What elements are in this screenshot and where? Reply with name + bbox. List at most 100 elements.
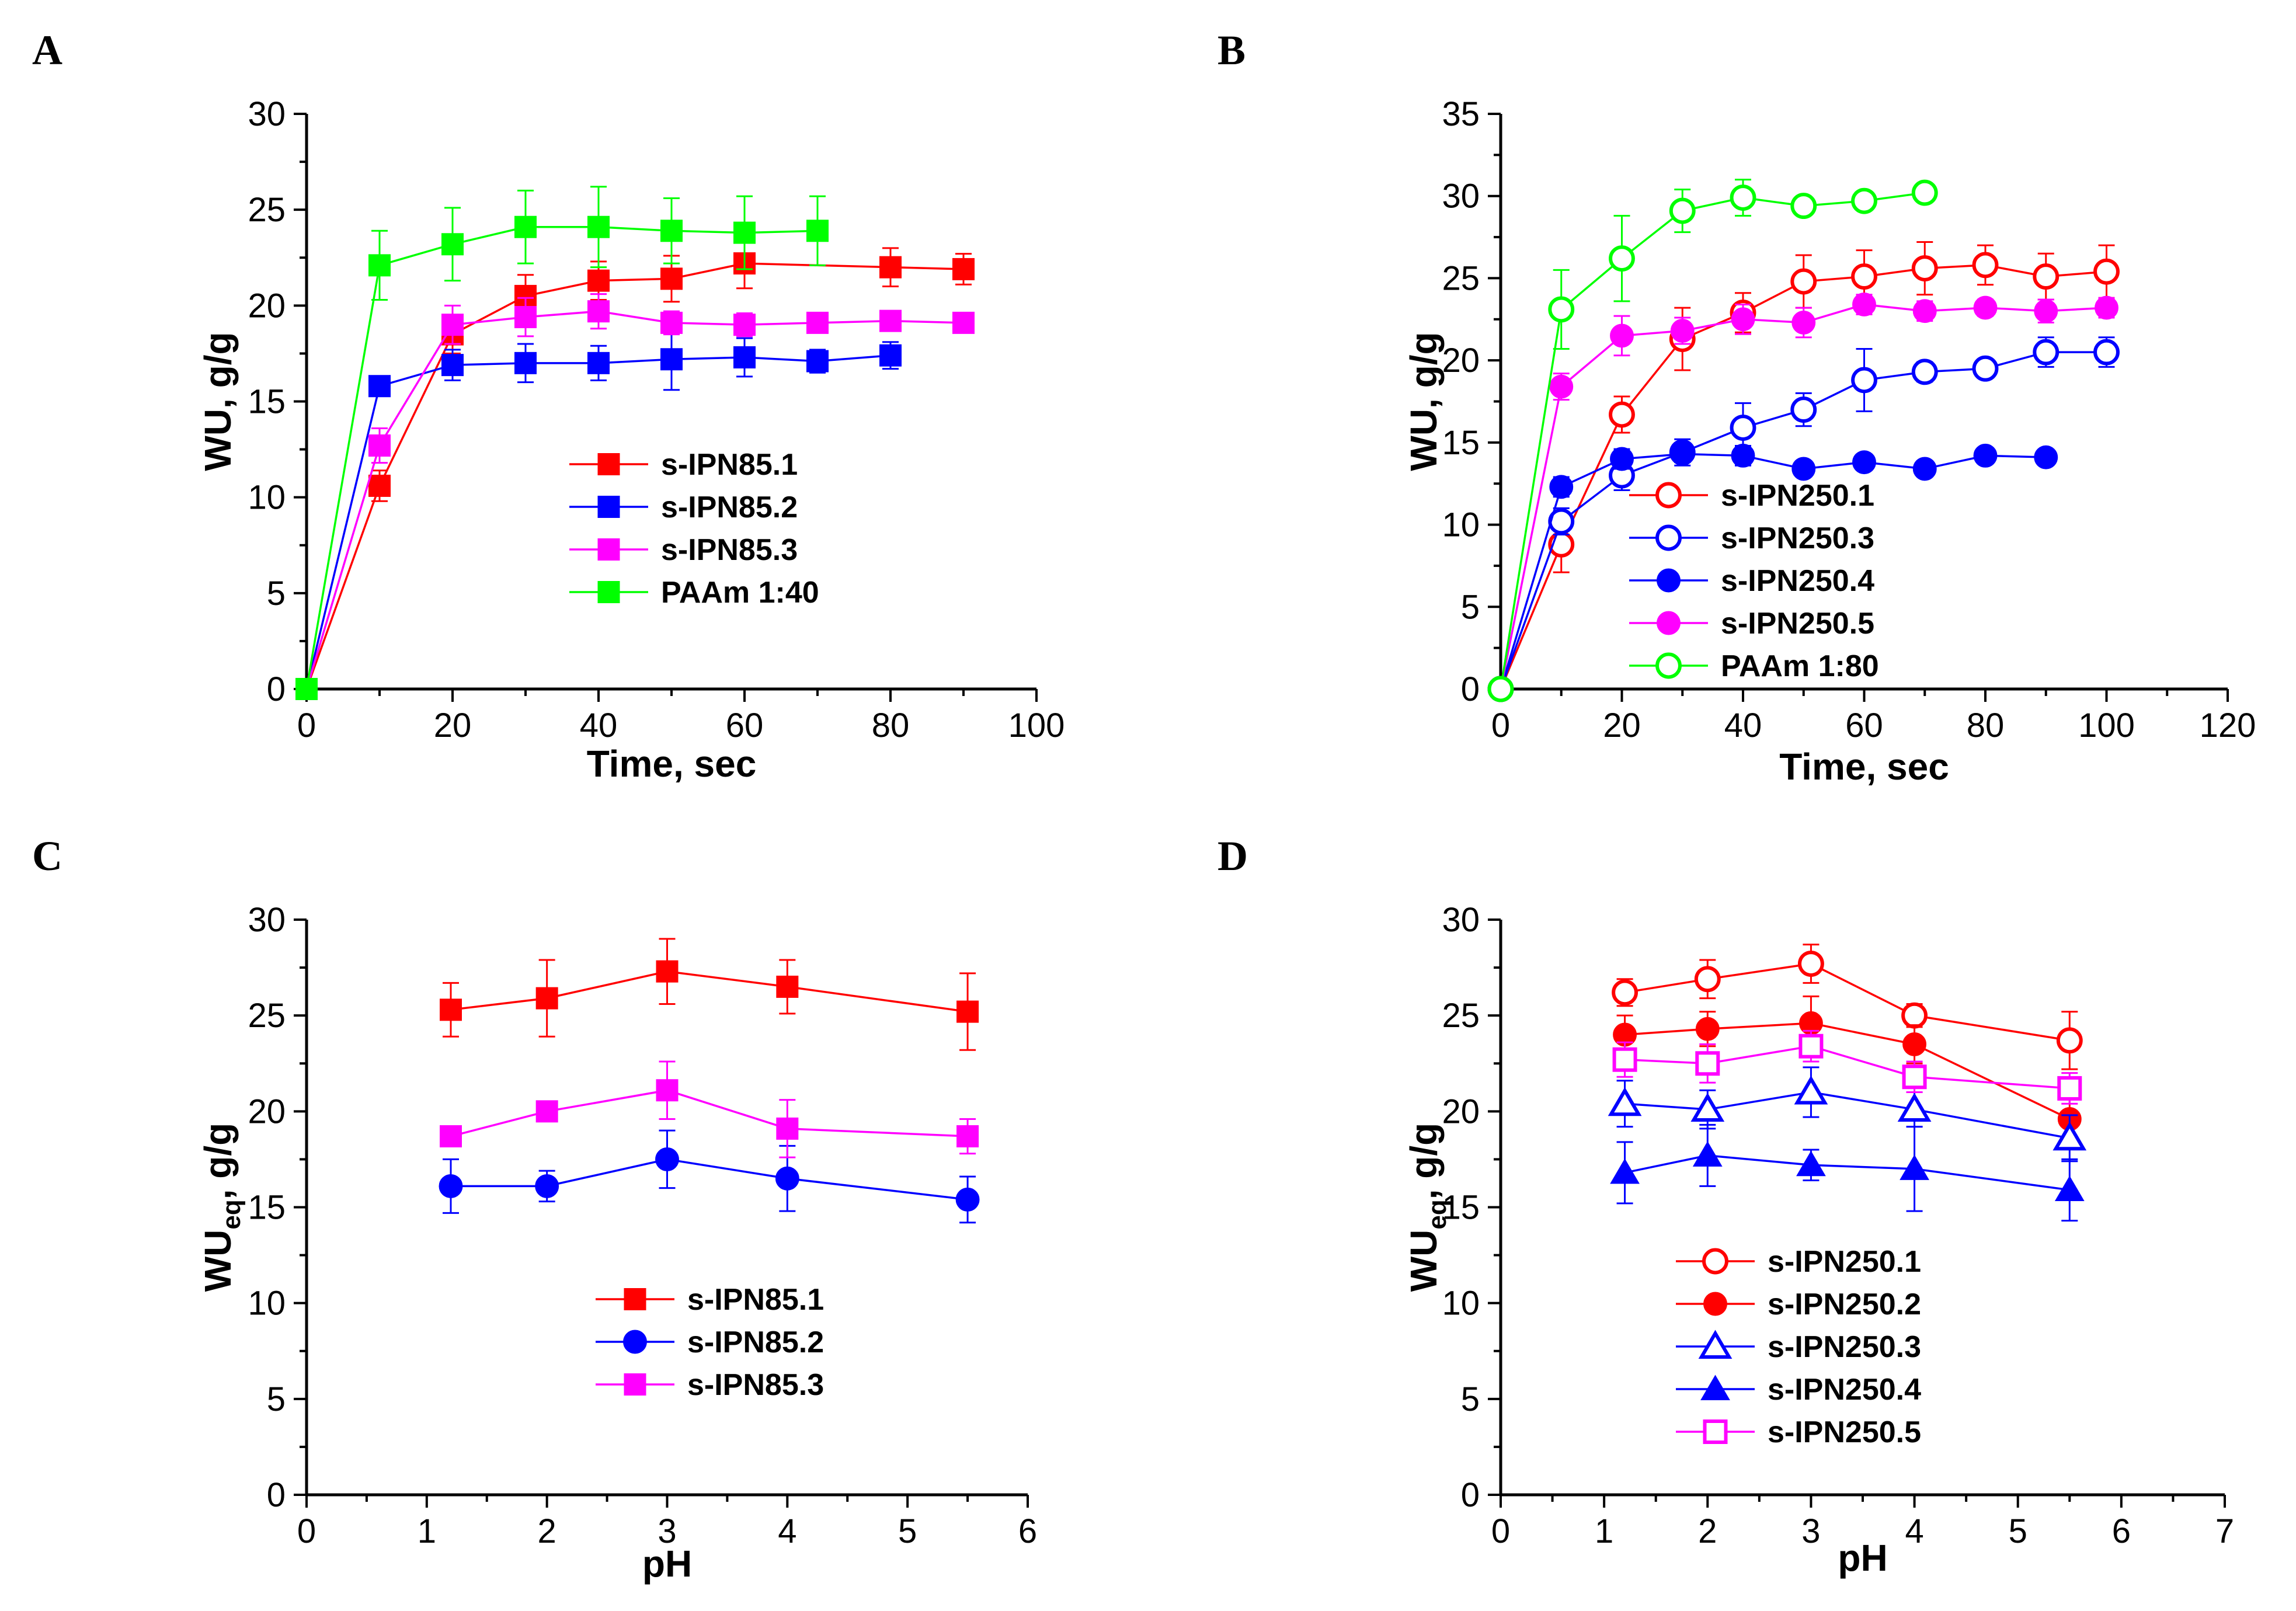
y-tick-label: 25 <box>248 191 286 229</box>
x-tick-label: 6 <box>1018 1512 1037 1550</box>
x-tick-label: 0 <box>297 1512 316 1550</box>
data-point <box>1911 359 1938 385</box>
data-point <box>776 1117 799 1140</box>
legend-entry: s-IPN85.3 <box>596 1368 824 1402</box>
data-point <box>1852 450 1876 475</box>
legend-label: s-IPN250.4 <box>1721 564 1874 598</box>
legend-entry: s-IPN250.2 <box>1676 1288 1921 1321</box>
data-point <box>441 233 464 256</box>
data-point <box>1912 457 1937 481</box>
panel-a: A 0 20 40 60 80 100 0 5 10 15 20 25 30 Time, sec WU, g/… <box>32 27 1064 785</box>
data-point <box>656 1079 679 1102</box>
data-point <box>1612 979 1638 1006</box>
data-point <box>955 1187 980 1212</box>
legend-label: s-IPN85.3 <box>661 533 798 567</box>
data-point <box>775 1166 799 1191</box>
data-point <box>1612 1047 1637 1072</box>
data-point <box>1797 951 1824 977</box>
y-tick-label: 25 <box>1442 259 1480 297</box>
data-point <box>587 352 610 374</box>
y-tick-label: 10 <box>248 1285 286 1323</box>
x-tick-label: 20 <box>1603 707 1641 744</box>
y-tick-label: 30 <box>1442 178 1480 215</box>
data-point <box>2093 339 2120 366</box>
y-tick-label: 30 <box>248 95 286 133</box>
data-point <box>1670 442 1695 466</box>
data-point <box>1549 374 1574 399</box>
data-point <box>535 1100 558 1123</box>
series-s-ipn85-1 <box>295 237 975 700</box>
data-point <box>295 678 318 700</box>
series-s-ipn85-3 <box>440 1060 979 1158</box>
data-point <box>2056 1027 2083 1054</box>
data-point <box>1790 396 1817 423</box>
x-tick-label: 6 <box>2112 1512 2131 1550</box>
legend-entry: PAAm 1:80 <box>1629 649 1879 683</box>
legend-entry: s-IPN250.5 <box>1629 607 1874 641</box>
y-tick-label: 25 <box>1442 997 1480 1035</box>
legend-label: s-IPN250.5 <box>1768 1415 1921 1449</box>
panel-b: B 0 20 40 60 80 100 120 0 5 10 15 20 25 30 35 Time, sec W… <box>1217 27 2256 788</box>
legend-entry: s-IPN250.4 <box>1629 564 1874 598</box>
panel-c: C 0 1 2 3 4 5 6 0 5 10 15 20 25 30 pH WUeq, g/g s-IPN85.1… <box>32 833 1037 1585</box>
data-point <box>1973 295 1998 320</box>
data-point <box>1912 299 1937 323</box>
y-tick-label: 25 <box>248 997 286 1035</box>
data-point <box>535 1174 559 1198</box>
data-point <box>1690 1092 1725 1122</box>
legend-marker <box>1655 524 1682 551</box>
legend-label: s-IPN250.4 <box>1768 1373 1921 1407</box>
data-point <box>2095 295 2118 320</box>
data-point <box>733 346 756 368</box>
data-point <box>956 1125 979 1148</box>
series-s-ipn85-3 <box>295 293 975 700</box>
data-point <box>514 215 537 238</box>
data-point <box>656 960 679 983</box>
data-point <box>952 258 975 280</box>
data-point <box>514 352 537 374</box>
series-s-ipn250-3 <box>1487 336 2120 702</box>
panel-letter: B <box>1217 27 1246 74</box>
legend-label: s-IPN250.3 <box>1721 521 1874 555</box>
data-point <box>2053 1121 2087 1151</box>
legend-marker <box>623 1330 647 1354</box>
data-point <box>1609 245 1635 272</box>
legend-label: s-IPN250.1 <box>1721 479 1874 513</box>
x-tick-label: 7 <box>2215 1512 2234 1550</box>
data-point <box>1851 367 1877 394</box>
legend-label: s-IPN250.1 <box>1768 1245 1921 1279</box>
y-tick-label: 15 <box>1442 424 1480 462</box>
x-tick-label: 100 <box>2078 707 2135 744</box>
series-line <box>305 225 818 690</box>
legend-label: s-IPN85.2 <box>661 490 798 524</box>
data-point <box>368 254 391 277</box>
legend-entry: s-IPN250.5 <box>1676 1415 1921 1449</box>
data-point <box>879 256 902 279</box>
data-point <box>660 311 683 334</box>
legend-marker <box>624 1373 646 1396</box>
data-point <box>1610 1158 1640 1184</box>
legend-entry: s-IPN85.2 <box>596 1325 824 1359</box>
data-point <box>1487 676 1514 702</box>
y-tick-label: 35 <box>1442 95 1480 133</box>
data-point <box>587 215 610 238</box>
legend-marker <box>1698 1330 1733 1359</box>
series-line <box>450 1089 968 1137</box>
legend-entry: s-IPN85.3 <box>569 533 798 567</box>
data-point <box>1794 1076 1828 1105</box>
data-point <box>440 998 462 1021</box>
x-tick-label: 60 <box>1845 707 1883 744</box>
data-point <box>655 1147 679 1171</box>
series-paam-1-80 <box>1487 179 1938 702</box>
legend-marker <box>1655 482 1682 509</box>
x-tick-label: 40 <box>1724 707 1762 744</box>
legend-entry: PAAm 1:40 <box>569 576 819 610</box>
x-tick-label: 100 <box>1008 707 1065 744</box>
data-point <box>1972 252 1999 279</box>
data-point <box>2034 299 2058 323</box>
legend-entry: s-IPN250.1 <box>1629 479 1874 513</box>
data-point <box>1548 296 1575 323</box>
series-s-ipn250-2 <box>1613 995 2082 1143</box>
series-line <box>1624 1154 2070 1191</box>
legend-entry: s-IPN85.1 <box>569 448 798 482</box>
